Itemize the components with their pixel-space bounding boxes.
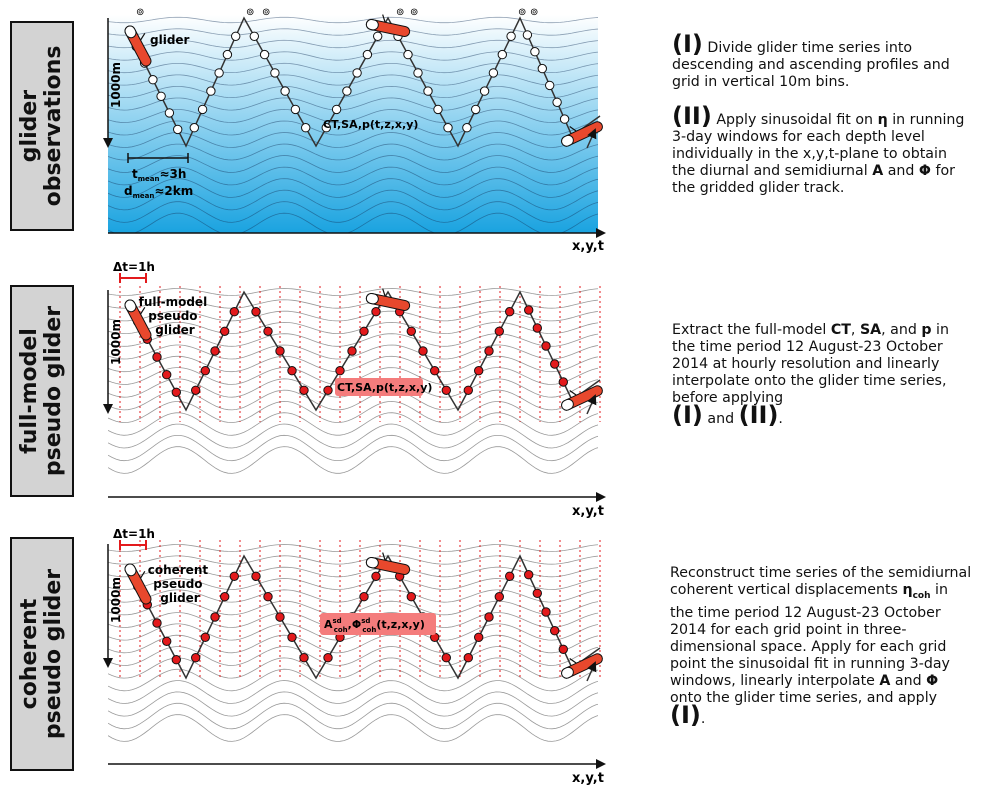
step-numeral-II: (II) (738, 401, 779, 429)
isopycnal-waves (108, 16, 598, 233)
svg-text:⊚: ⊚ (262, 7, 270, 18)
glider-label: glider (150, 33, 190, 47)
dt-label: Δt=1h (113, 260, 155, 274)
panel-tab-full-model: full-model pseudo glider (10, 285, 74, 497)
panel-tab-observations: glider observations (10, 21, 74, 231)
isopycnal-waves (108, 288, 598, 474)
description-observations-II: (II) Apply sinusoidal fit on η in runnin… (672, 102, 965, 196)
svg-text:⊚: ⊚ (530, 7, 538, 18)
sample-points (131, 30, 570, 665)
profile-label-bg (335, 378, 423, 396)
axes (108, 228, 606, 769)
svg-text:⊚: ⊚ (518, 7, 526, 18)
svg-text:⊚: ⊚ (136, 7, 144, 18)
tmean-bar (127, 153, 189, 163)
panel-tab-coherent: coherent pseudo glider (10, 537, 74, 771)
profile-label-bg (320, 613, 436, 635)
axis-label: x,y,t (572, 504, 604, 519)
glider-label: full-model pseudo glider (139, 295, 212, 337)
dmean-label: dmean≈2km (124, 184, 193, 200)
description-full-model: Extract the full-model CT, SA, and p in … (672, 322, 949, 429)
depth-label: 1000m (109, 577, 123, 623)
profile-label: CT,SA,p(t,z,x,y) (323, 118, 418, 131)
glider-icons: ⊚ ⊚ ⊚ ⊚ ⊚ ⊚ ⊚ (124, 7, 603, 682)
dt-label: Δt=1h (113, 527, 155, 541)
svg-text:⊚: ⊚ (410, 7, 418, 18)
ocean-background (108, 15, 598, 233)
depth-label: 1000m (109, 319, 123, 365)
profile-label-coherent: Asd coh,Φsd coh(t,z,x,y) (324, 617, 425, 634)
profile-label: CT,SA,p(t,z,x,y) (337, 381, 432, 394)
depth-label: 1000m (109, 62, 123, 108)
axis-label: x,y,t (572, 239, 604, 254)
description-coherent: Reconstruct time series of the semidiurn… (670, 565, 972, 729)
step-numeral-I: (I) (672, 30, 703, 58)
axis-label: x,y,t (572, 771, 604, 786)
svg-text:⊚: ⊚ (246, 7, 254, 18)
isopycnal-waves (108, 544, 598, 742)
description-observations-I: (I) Divide glider time series into desce… (672, 32, 972, 91)
step-numeral-II: (II) (672, 102, 712, 130)
glider-label: coherent pseudo glider (148, 563, 213, 605)
desc-text: Divide glider time series into descendin… (672, 40, 950, 90)
step-numeral-I: (I) (672, 401, 703, 429)
tmean-label: tmean≈3h (132, 167, 186, 183)
dt-bar (119, 273, 147, 550)
svg-text:⊚: ⊚ (396, 7, 404, 18)
step-numeral-I: (I) (670, 700, 701, 729)
